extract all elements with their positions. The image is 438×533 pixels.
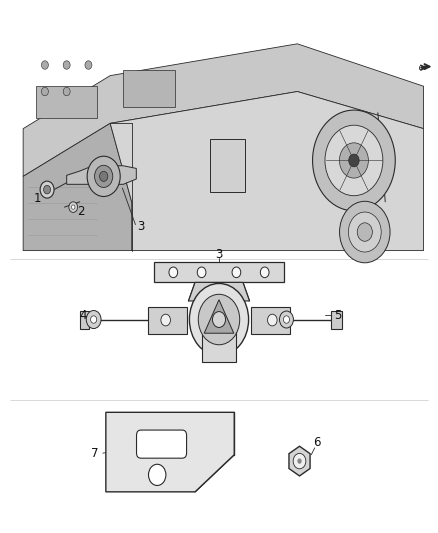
Circle shape bbox=[63, 87, 70, 96]
Circle shape bbox=[40, 181, 54, 198]
Circle shape bbox=[348, 212, 381, 252]
Circle shape bbox=[44, 185, 50, 194]
Polygon shape bbox=[106, 413, 234, 492]
Polygon shape bbox=[251, 308, 290, 334]
Circle shape bbox=[169, 267, 178, 278]
Circle shape bbox=[85, 61, 92, 69]
Polygon shape bbox=[148, 308, 187, 334]
Circle shape bbox=[349, 154, 359, 167]
Text: 3: 3 bbox=[215, 248, 223, 261]
Circle shape bbox=[212, 312, 226, 327]
Polygon shape bbox=[67, 166, 136, 184]
Circle shape bbox=[63, 61, 70, 69]
Circle shape bbox=[42, 61, 48, 69]
FancyBboxPatch shape bbox=[137, 430, 187, 458]
Polygon shape bbox=[80, 311, 89, 328]
Polygon shape bbox=[289, 446, 310, 476]
Text: 2: 2 bbox=[77, 205, 85, 219]
Polygon shape bbox=[23, 123, 132, 251]
Circle shape bbox=[325, 125, 383, 196]
Circle shape bbox=[99, 171, 108, 181]
Circle shape bbox=[86, 311, 101, 328]
Circle shape bbox=[189, 284, 249, 356]
Circle shape bbox=[87, 156, 120, 197]
Polygon shape bbox=[188, 282, 250, 301]
FancyBboxPatch shape bbox=[123, 70, 176, 108]
Circle shape bbox=[148, 464, 166, 486]
Circle shape bbox=[279, 311, 293, 328]
Circle shape bbox=[91, 316, 97, 323]
Circle shape bbox=[260, 267, 269, 278]
Polygon shape bbox=[204, 300, 234, 333]
Circle shape bbox=[293, 454, 306, 469]
Circle shape bbox=[198, 294, 240, 345]
Circle shape bbox=[313, 110, 395, 211]
Text: 6: 6 bbox=[314, 436, 321, 449]
FancyBboxPatch shape bbox=[154, 262, 284, 282]
Text: 3: 3 bbox=[137, 220, 145, 233]
Text: 4: 4 bbox=[79, 309, 87, 322]
Circle shape bbox=[232, 267, 241, 278]
FancyBboxPatch shape bbox=[202, 326, 236, 362]
FancyBboxPatch shape bbox=[36, 86, 97, 118]
Circle shape bbox=[161, 314, 170, 326]
Polygon shape bbox=[23, 44, 424, 176]
Polygon shape bbox=[110, 92, 424, 251]
Text: 1: 1 bbox=[33, 192, 41, 205]
Circle shape bbox=[297, 458, 302, 464]
Circle shape bbox=[69, 202, 78, 213]
FancyBboxPatch shape bbox=[210, 139, 245, 192]
Circle shape bbox=[268, 314, 277, 326]
Circle shape bbox=[339, 201, 390, 263]
Circle shape bbox=[283, 316, 290, 323]
Circle shape bbox=[339, 143, 368, 178]
Circle shape bbox=[42, 87, 48, 96]
Polygon shape bbox=[331, 311, 342, 328]
Text: 5: 5 bbox=[334, 309, 341, 322]
Text: 7: 7 bbox=[91, 447, 99, 459]
Circle shape bbox=[95, 165, 113, 188]
Circle shape bbox=[71, 205, 75, 209]
Circle shape bbox=[197, 267, 206, 278]
Circle shape bbox=[357, 223, 372, 241]
